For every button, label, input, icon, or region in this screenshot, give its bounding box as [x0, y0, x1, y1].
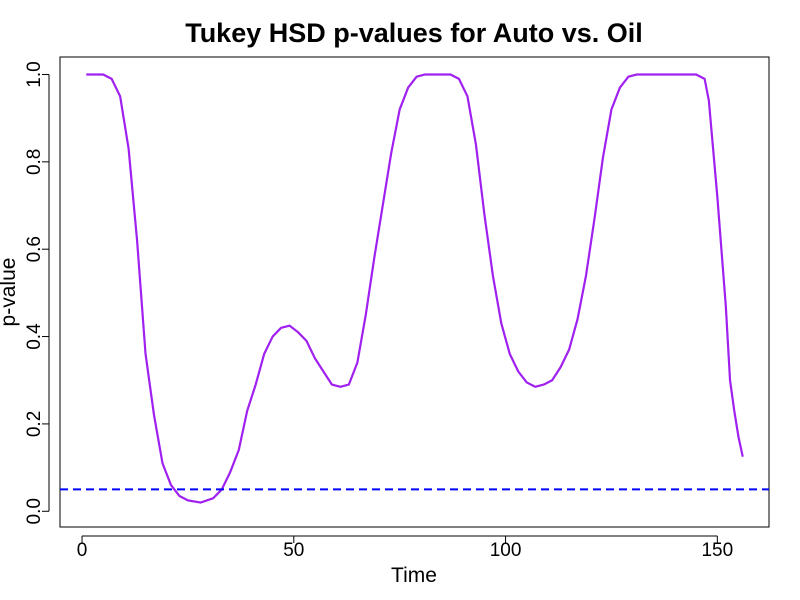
y-tick-label: 0.4	[24, 323, 45, 350]
y-tick-label: 1.0	[24, 61, 45, 87]
x-tick-label: 150	[701, 540, 733, 561]
y-tick-label: 0.2	[24, 411, 45, 437]
x-tick-label: 50	[283, 540, 304, 561]
plot-box	[59, 56, 770, 528]
data-line	[86, 73, 744, 504]
x-tick-label: 0	[77, 540, 88, 561]
chart-title: Tukey HSD p-values for Auto vs. Oil	[185, 18, 643, 48]
y-axis-label: p-value	[0, 258, 20, 327]
x-tick-label: 100	[490, 540, 522, 561]
x-axis-label: Time	[391, 564, 437, 587]
y-tick-label: 0.8	[24, 149, 45, 175]
y-tick-label: 0.6	[24, 236, 45, 262]
y-tick-label: 0.0	[24, 498, 45, 524]
